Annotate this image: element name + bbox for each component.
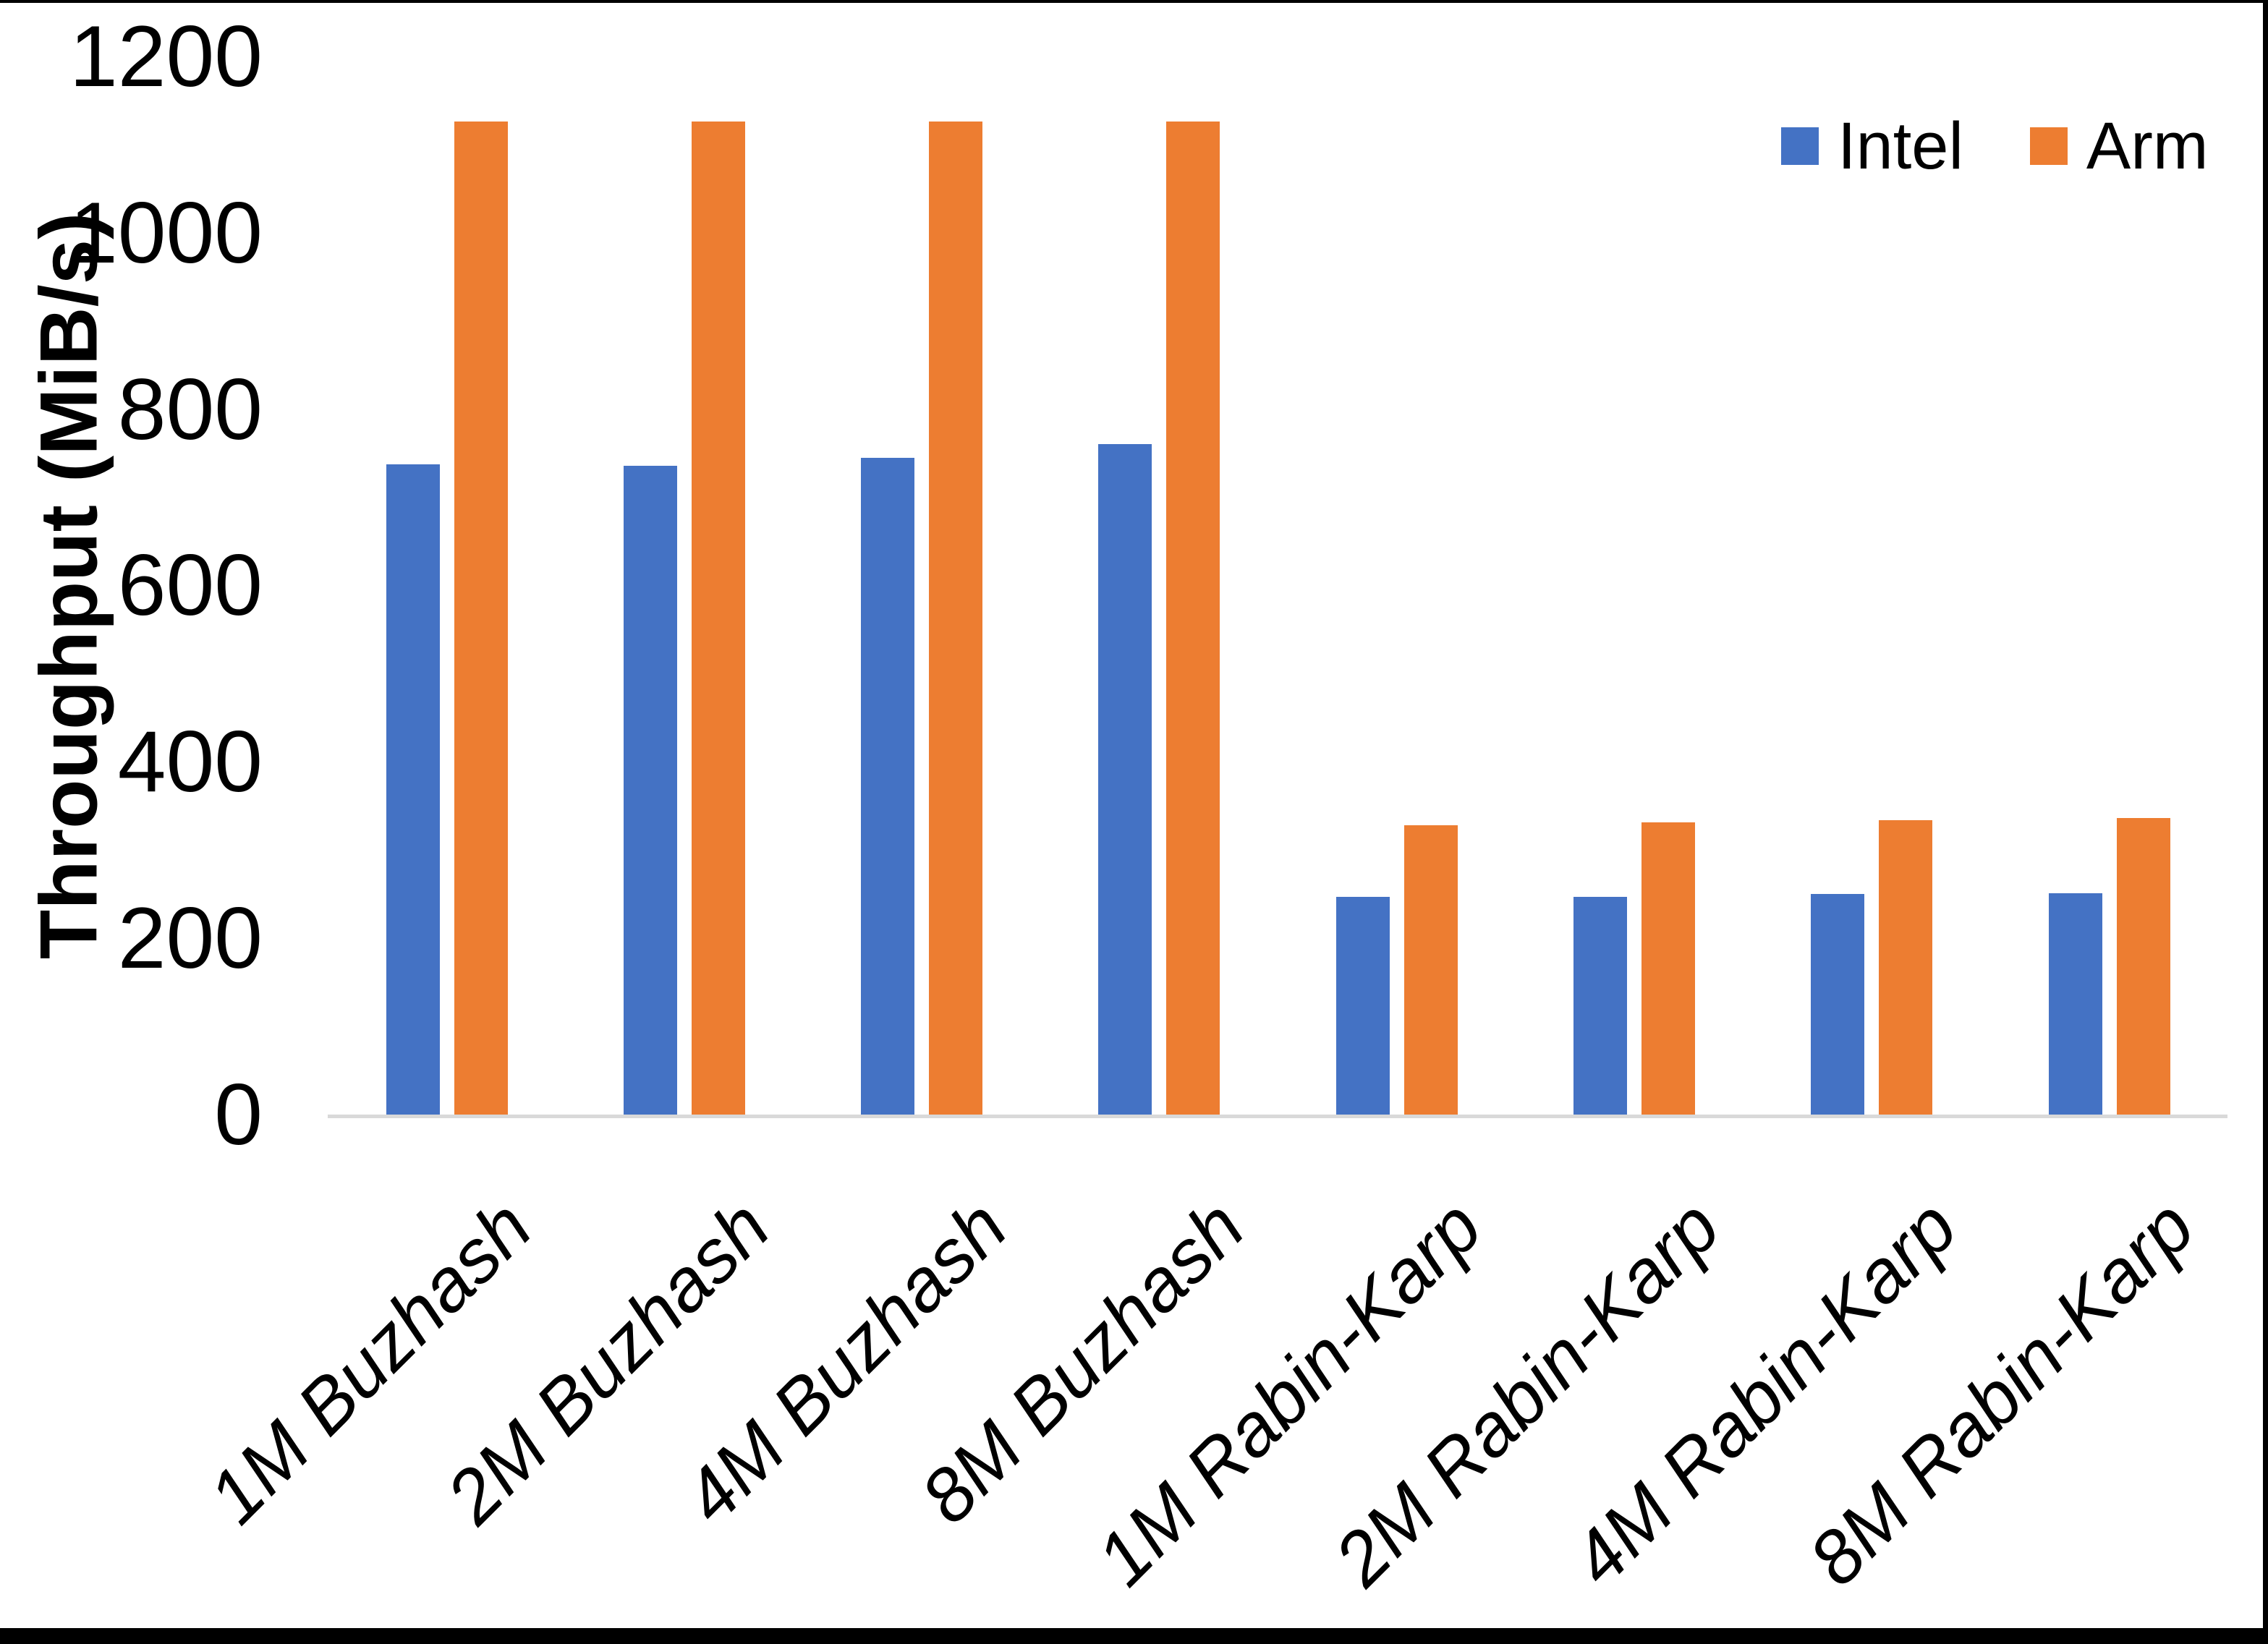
legend-item-arm: Arm (2029, 109, 2209, 183)
bar-arm-8m-rabin-karp (2116, 818, 2170, 1115)
intel-legend-swatch (1781, 127, 1819, 165)
bar-intel-8m-buzhash (1098, 444, 1152, 1115)
bar-arm-2m-rabin-karp (1641, 822, 1695, 1115)
bar-intel-2m-rabin-karp (1573, 896, 1627, 1115)
y-tick-label-200: 200 (117, 890, 263, 987)
y-tick-label-1200: 1200 (69, 7, 263, 105)
y-tick-label-0: 0 (214, 1066, 263, 1163)
bar-intel-4m-buzhash (861, 457, 915, 1115)
y-axis-title: Throughput (MiB/s) (23, 212, 114, 960)
y-tick-label-400: 400 (117, 713, 263, 811)
legend-item-intel: Intel (1781, 110, 1963, 182)
top-border-line (0, 0, 2268, 3)
arm-legend-swatch (2029, 127, 2068, 165)
bottom-border-line (0, 1628, 2268, 1644)
bar-intel-2m-buzhash (623, 465, 677, 1115)
bar-intel-4m-rabin-karp (1811, 894, 1865, 1115)
bar-arm-2m-buzhash (691, 122, 745, 1115)
bar-intel-1m-buzhash (386, 464, 440, 1115)
bar-arm-4m-buzhash (929, 122, 983, 1115)
bar-arm-1m-buzhash (454, 122, 508, 1115)
bar-intel-1m-rabin-karp (1335, 896, 1390, 1115)
y-tick-label-1000: 1000 (69, 184, 263, 281)
x-axis-line (328, 1115, 2227, 1118)
bar-arm-1m-rabin-karp (1403, 825, 1458, 1115)
bar-arm-4m-rabin-karp (1879, 819, 1933, 1115)
legend: Intel Arm (1781, 110, 2209, 182)
y-tick-label-600: 600 (117, 537, 263, 634)
bar-arm-8m-buzhash (1166, 122, 1220, 1115)
bar-intel-8m-rabin-karp (2048, 893, 2102, 1115)
arm-legend-label: Arm (2086, 109, 2209, 183)
intel-legend-label: Intel (1838, 109, 1963, 183)
y-tick-label-800: 800 (117, 360, 263, 458)
right-border-line (2263, 0, 2268, 1644)
